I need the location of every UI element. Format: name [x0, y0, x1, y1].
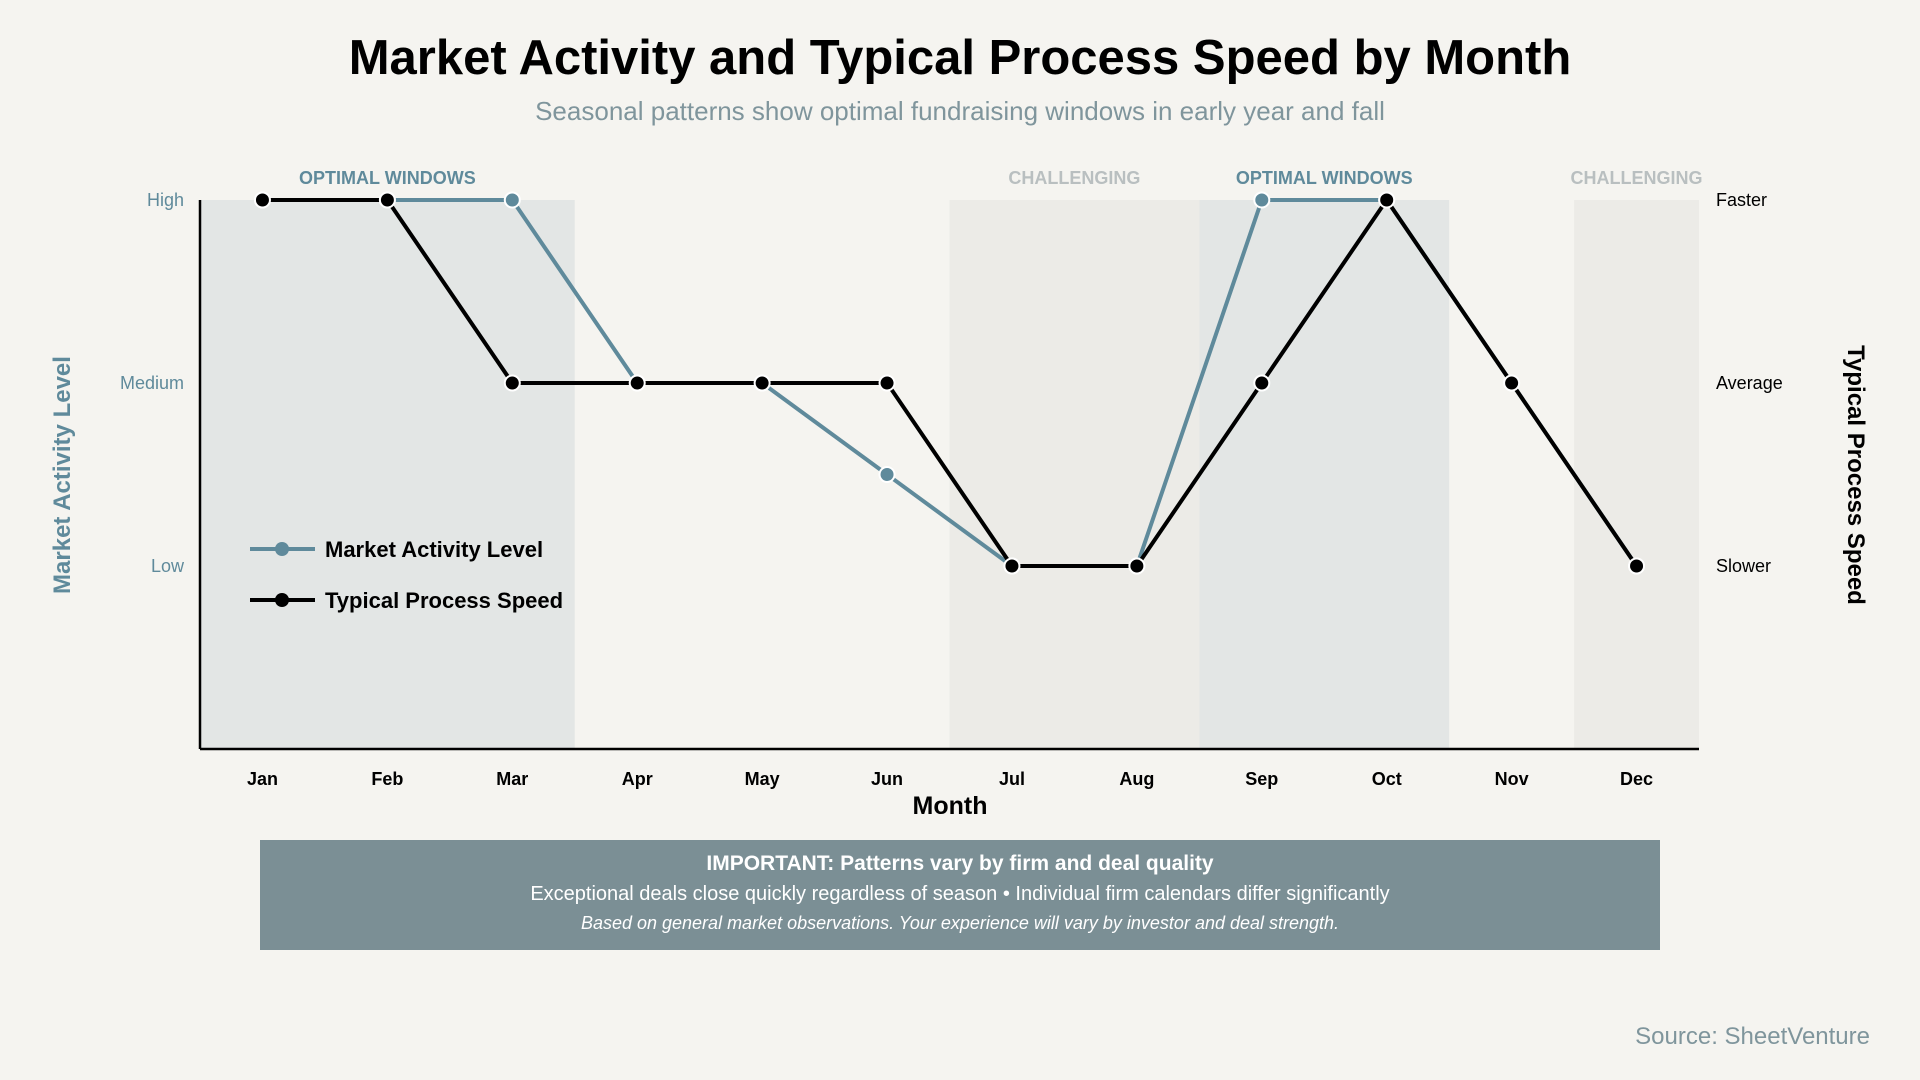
note-box: IMPORTANT: Patterns vary by firm and dea…	[260, 840, 1660, 950]
data-point-speed	[878, 374, 896, 392]
x-tick-label: Jun	[871, 769, 903, 789]
note-line1: Exceptional deals close quickly regardle…	[530, 883, 1389, 905]
series-layer	[253, 191, 1646, 575]
data-point-speed	[503, 374, 521, 392]
data-point-speed	[1128, 557, 1146, 575]
legend-label-market: Market Activity Level	[325, 537, 543, 562]
band-optimal	[200, 200, 575, 749]
band-challenging	[949, 200, 1200, 749]
chart-title: Market Activity and Typical Process Spee…	[349, 31, 1572, 85]
x-tick-label: Mar	[496, 769, 528, 789]
band-challenging	[1574, 200, 1699, 749]
right-tick-label: Faster	[1716, 190, 1767, 210]
x-axis-title: Month	[913, 792, 988, 820]
data-point-speed	[378, 191, 396, 209]
x-tick-label: Apr	[622, 769, 653, 789]
note-line2: Based on general market observations. Yo…	[581, 913, 1339, 933]
data-point-speed	[753, 374, 771, 392]
left-tick-label: High	[147, 190, 184, 210]
legend-label-speed: Typical Process Speed	[325, 588, 563, 613]
x-tick-label: Nov	[1495, 769, 1529, 789]
data-point-market	[1253, 191, 1271, 209]
band-label: OPTIMAL WINDOWS	[299, 168, 476, 188]
data-point-market	[878, 466, 896, 483]
right-tick-label: Average	[1716, 373, 1783, 393]
band-layer: OPTIMAL WINDOWS CHALLENGING OPTIMAL WINDOW…	[200, 168, 1703, 749]
chart-subtitle: Seasonal patterns show optimal fundraisi…	[535, 96, 1385, 126]
x-tick-label: Sep	[1245, 769, 1278, 789]
band-label: CHALLENGING	[1008, 168, 1140, 188]
note-heading: IMPORTANT: Patterns vary by firm and dea…	[706, 852, 1214, 875]
right-axis-title: Typical Process Speed	[1842, 345, 1869, 605]
right-tick-label: Slower	[1716, 556, 1771, 576]
left-tick-label: Medium	[120, 373, 184, 393]
data-point-speed	[1378, 191, 1396, 209]
band-label: OPTIMAL WINDOWS	[1236, 168, 1413, 188]
legend: Market Activity Level Typical Process Sp…	[250, 537, 563, 613]
band-optimal	[1199, 200, 1450, 749]
x-tick-label: Feb	[371, 769, 403, 789]
band-label: CHALLENGING	[1571, 168, 1703, 188]
data-point-market	[503, 191, 521, 209]
series-line-speed	[262, 198, 1639, 568]
x-tick-label: Jan	[247, 769, 278, 789]
data-point-speed	[1253, 374, 1271, 392]
left-tick-label: Low	[151, 556, 185, 576]
x-tick-label: Jul	[999, 769, 1025, 789]
x-tick-label: May	[745, 769, 780, 789]
left-axis-title: Market Activity Level	[49, 356, 76, 594]
data-point-speed	[1003, 557, 1021, 575]
tick-layer: Jan Feb Mar Apr May Jun Jul Aug Sep Oct Nov Dec Low M…	[120, 190, 1783, 789]
x-tick-label: Aug	[1119, 769, 1154, 789]
source-label: Source: SheetVenture	[1635, 1023, 1870, 1050]
data-point-speed	[253, 191, 271, 209]
data-point-speed	[1628, 557, 1646, 575]
x-tick-label: Dec	[1620, 769, 1653, 789]
legend-item-speed[interactable]: Typical Process Speed	[250, 588, 563, 613]
data-point-speed	[1503, 374, 1521, 392]
x-tick-label: Oct	[1372, 769, 1402, 789]
data-point-speed	[628, 374, 646, 392]
legend-item-market[interactable]: Market Activity Level	[250, 537, 543, 562]
